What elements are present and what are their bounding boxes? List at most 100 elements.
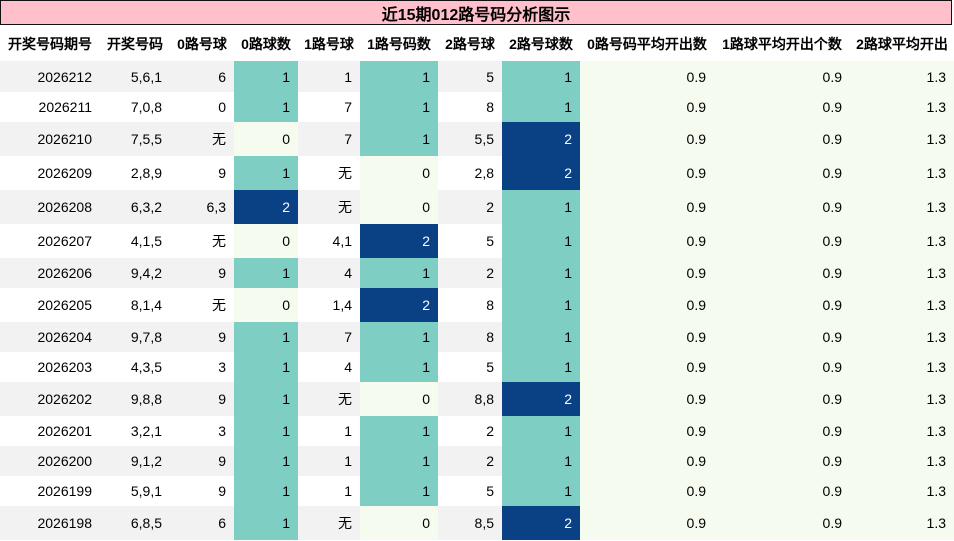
numbers-cell[interactable]: 4,1,5 — [100, 224, 170, 258]
issue-cell[interactable]: 2026211 — [0, 92, 100, 122]
two-avg-cell[interactable]: 1.3 — [850, 156, 954, 190]
one-count-cell[interactable]: 1 — [360, 446, 438, 476]
two-avg-cell[interactable]: 1.3 — [850, 382, 954, 416]
one-balls-cell[interactable]: 1 — [298, 61, 360, 92]
zero-avg-cell[interactable]: 0.9 — [580, 288, 714, 322]
numbers-cell[interactable]: 9,8,8 — [100, 382, 170, 416]
zero-balls-cell[interactable]: 无 — [170, 288, 234, 322]
zero-count-cell[interactable]: 1 — [234, 352, 298, 382]
numbers-cell[interactable]: 6,3,2 — [100, 190, 170, 224]
two-balls-cell[interactable]: 5,5 — [438, 122, 502, 156]
numbers-cell[interactable]: 5,6,1 — [100, 61, 170, 92]
two-balls-cell[interactable]: 2 — [438, 446, 502, 476]
one-balls-cell[interactable]: 无 — [298, 156, 360, 190]
one-balls-cell[interactable]: 1 — [298, 446, 360, 476]
one-balls-cell[interactable]: 1 — [298, 476, 360, 506]
column-header[interactable]: 1路球平均开出个数 — [722, 35, 842, 52]
two-avg-cell[interactable]: 1.3 — [850, 416, 954, 446]
one-balls-cell[interactable]: 4,1 — [298, 224, 360, 258]
two-balls-cell[interactable]: 8,8 — [438, 382, 502, 416]
zero-balls-cell[interactable]: 6 — [170, 506, 234, 540]
two-avg-cell[interactable]: 1.3 — [850, 190, 954, 224]
one-balls-cell[interactable]: 无 — [298, 190, 360, 224]
two-count-cell[interactable]: 1 — [502, 61, 580, 92]
one-balls-cell[interactable]: 无 — [298, 506, 360, 540]
zero-count-cell[interactable]: 1 — [234, 476, 298, 506]
issue-cell[interactable]: 2026205 — [0, 288, 100, 322]
one-balls-cell[interactable]: 1 — [298, 416, 360, 446]
issue-cell[interactable]: 2026208 — [0, 190, 100, 224]
zero-count-cell[interactable]: 0 — [234, 122, 298, 156]
zero-balls-cell[interactable]: 6 — [170, 61, 234, 92]
one-balls-cell[interactable]: 7 — [298, 92, 360, 122]
one-count-cell[interactable]: 1 — [360, 416, 438, 446]
zero-count-cell[interactable]: 1 — [234, 322, 298, 352]
zero-count-cell[interactable]: 1 — [234, 446, 298, 476]
one-avg-cell[interactable]: 0.9 — [714, 288, 850, 322]
column-header[interactable]: 0路号码平均开出数 — [587, 35, 707, 52]
one-count-cell[interactable]: 1 — [360, 322, 438, 352]
zero-balls-cell[interactable]: 9 — [170, 156, 234, 190]
two-count-cell[interactable]: 2 — [502, 506, 580, 540]
zero-count-cell[interactable]: 1 — [234, 416, 298, 446]
zero-count-cell[interactable]: 2 — [234, 190, 298, 224]
zero-balls-cell[interactable]: 9 — [170, 258, 234, 288]
one-count-cell[interactable]: 0 — [360, 506, 438, 540]
zero-count-cell[interactable]: 1 — [234, 61, 298, 92]
two-balls-cell[interactable]: 2,8 — [438, 156, 502, 190]
two-count-cell[interactable]: 2 — [502, 382, 580, 416]
two-avg-cell[interactable]: 1.3 — [850, 322, 954, 352]
two-avg-cell[interactable]: 1.3 — [850, 224, 954, 258]
one-avg-cell[interactable]: 0.9 — [714, 352, 850, 382]
one-count-cell[interactable]: 2 — [360, 288, 438, 322]
two-balls-cell[interactable]: 8 — [438, 288, 502, 322]
one-balls-cell[interactable]: 7 — [298, 122, 360, 156]
two-count-cell[interactable]: 1 — [502, 288, 580, 322]
zero-balls-cell[interactable]: 无 — [170, 224, 234, 258]
two-balls-cell[interactable]: 8 — [438, 92, 502, 122]
two-count-cell[interactable]: 1 — [502, 476, 580, 506]
zero-count-cell[interactable]: 1 — [234, 382, 298, 416]
zero-count-cell[interactable]: 0 — [234, 224, 298, 258]
zero-balls-cell[interactable]: 9 — [170, 476, 234, 506]
zero-count-cell[interactable]: 1 — [234, 92, 298, 122]
one-avg-cell[interactable]: 0.9 — [714, 506, 850, 540]
zero-avg-cell[interactable]: 0.9 — [580, 506, 714, 540]
issue-cell[interactable]: 2026199 — [0, 476, 100, 506]
two-avg-cell[interactable]: 1.3 — [850, 258, 954, 288]
two-avg-cell[interactable]: 1.3 — [850, 61, 954, 92]
zero-avg-cell[interactable]: 0.9 — [580, 322, 714, 352]
one-count-cell[interactable]: 1 — [360, 258, 438, 288]
two-balls-cell[interactable]: 8,5 — [438, 506, 502, 540]
two-count-cell[interactable]: 1 — [502, 446, 580, 476]
issue-cell[interactable]: 2026203 — [0, 352, 100, 382]
numbers-cell[interactable]: 4,3,5 — [100, 352, 170, 382]
numbers-cell[interactable]: 5,9,1 — [100, 476, 170, 506]
zero-avg-cell[interactable]: 0.9 — [580, 382, 714, 416]
zero-count-cell[interactable]: 1 — [234, 506, 298, 540]
zero-avg-cell[interactable]: 0.9 — [580, 352, 714, 382]
two-count-cell[interactable]: 1 — [502, 92, 580, 122]
zero-balls-cell[interactable]: 9 — [170, 382, 234, 416]
two-avg-cell[interactable]: 1.3 — [850, 446, 954, 476]
one-count-cell[interactable]: 0 — [360, 382, 438, 416]
one-count-cell[interactable]: 1 — [360, 61, 438, 92]
zero-avg-cell[interactable]: 0.9 — [580, 61, 714, 92]
one-avg-cell[interactable]: 0.9 — [714, 322, 850, 352]
one-count-cell[interactable]: 1 — [360, 476, 438, 506]
one-balls-cell[interactable]: 1,4 — [298, 288, 360, 322]
zero-balls-cell[interactable]: 6,3 — [170, 190, 234, 224]
one-avg-cell[interactable]: 0.9 — [714, 190, 850, 224]
one-count-cell[interactable]: 2 — [360, 224, 438, 258]
two-balls-cell[interactable]: 5 — [438, 476, 502, 506]
zero-count-cell[interactable]: 1 — [234, 156, 298, 190]
zero-count-cell[interactable]: 1 — [234, 258, 298, 288]
two-avg-cell[interactable]: 1.3 — [850, 506, 954, 540]
issue-cell[interactable]: 2026209 — [0, 156, 100, 190]
column-header[interactable]: 0路球数 — [241, 35, 291, 52]
issue-cell[interactable]: 2026207 — [0, 224, 100, 258]
one-balls-cell[interactable]: 4 — [298, 352, 360, 382]
column-header[interactable]: 0路号球 — [177, 35, 227, 52]
issue-cell[interactable]: 2026210 — [0, 122, 100, 156]
one-count-cell[interactable]: 0 — [360, 190, 438, 224]
